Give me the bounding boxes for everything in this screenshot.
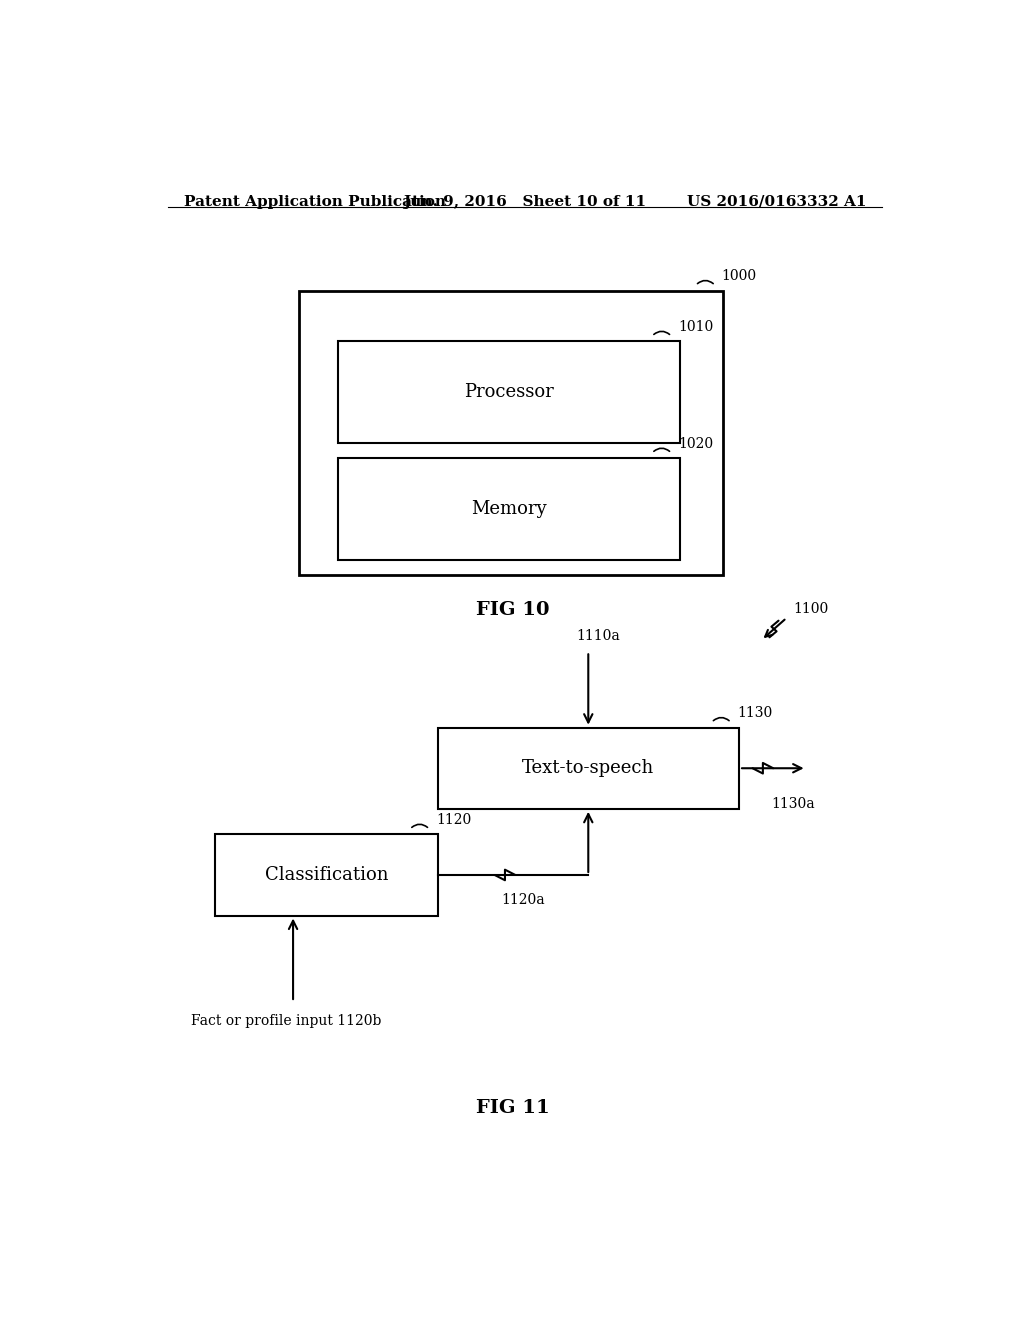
- Text: 1110a: 1110a: [577, 630, 621, 643]
- Text: 1010: 1010: [678, 321, 713, 334]
- Text: 1120: 1120: [436, 813, 471, 828]
- Text: 1000: 1000: [722, 269, 757, 284]
- Text: Classification: Classification: [264, 866, 388, 884]
- Bar: [338, 342, 680, 444]
- Text: US 2016/0163332 A1: US 2016/0163332 A1: [686, 195, 866, 209]
- Text: Text-to-speech: Text-to-speech: [522, 759, 654, 777]
- Text: 1100: 1100: [793, 602, 828, 615]
- Text: FIG 11: FIG 11: [476, 1098, 550, 1117]
- Text: Processor: Processor: [464, 383, 554, 401]
- Text: Patent Application Publication: Patent Application Publication: [183, 195, 445, 209]
- Text: Fact or profile input 1120b: Fact or profile input 1120b: [191, 1014, 382, 1028]
- Text: 1120a: 1120a: [501, 894, 545, 907]
- Text: 1020: 1020: [678, 437, 713, 451]
- Bar: [437, 727, 739, 809]
- Text: 1130a: 1130a: [771, 797, 814, 810]
- Text: 1130: 1130: [737, 706, 773, 721]
- Bar: [215, 834, 437, 916]
- Text: Jun. 9, 2016   Sheet 10 of 11: Jun. 9, 2016 Sheet 10 of 11: [403, 195, 646, 209]
- Bar: [338, 458, 680, 560]
- Text: Memory: Memory: [471, 500, 547, 517]
- Bar: [299, 290, 723, 576]
- Text: FIG 10: FIG 10: [476, 601, 550, 619]
